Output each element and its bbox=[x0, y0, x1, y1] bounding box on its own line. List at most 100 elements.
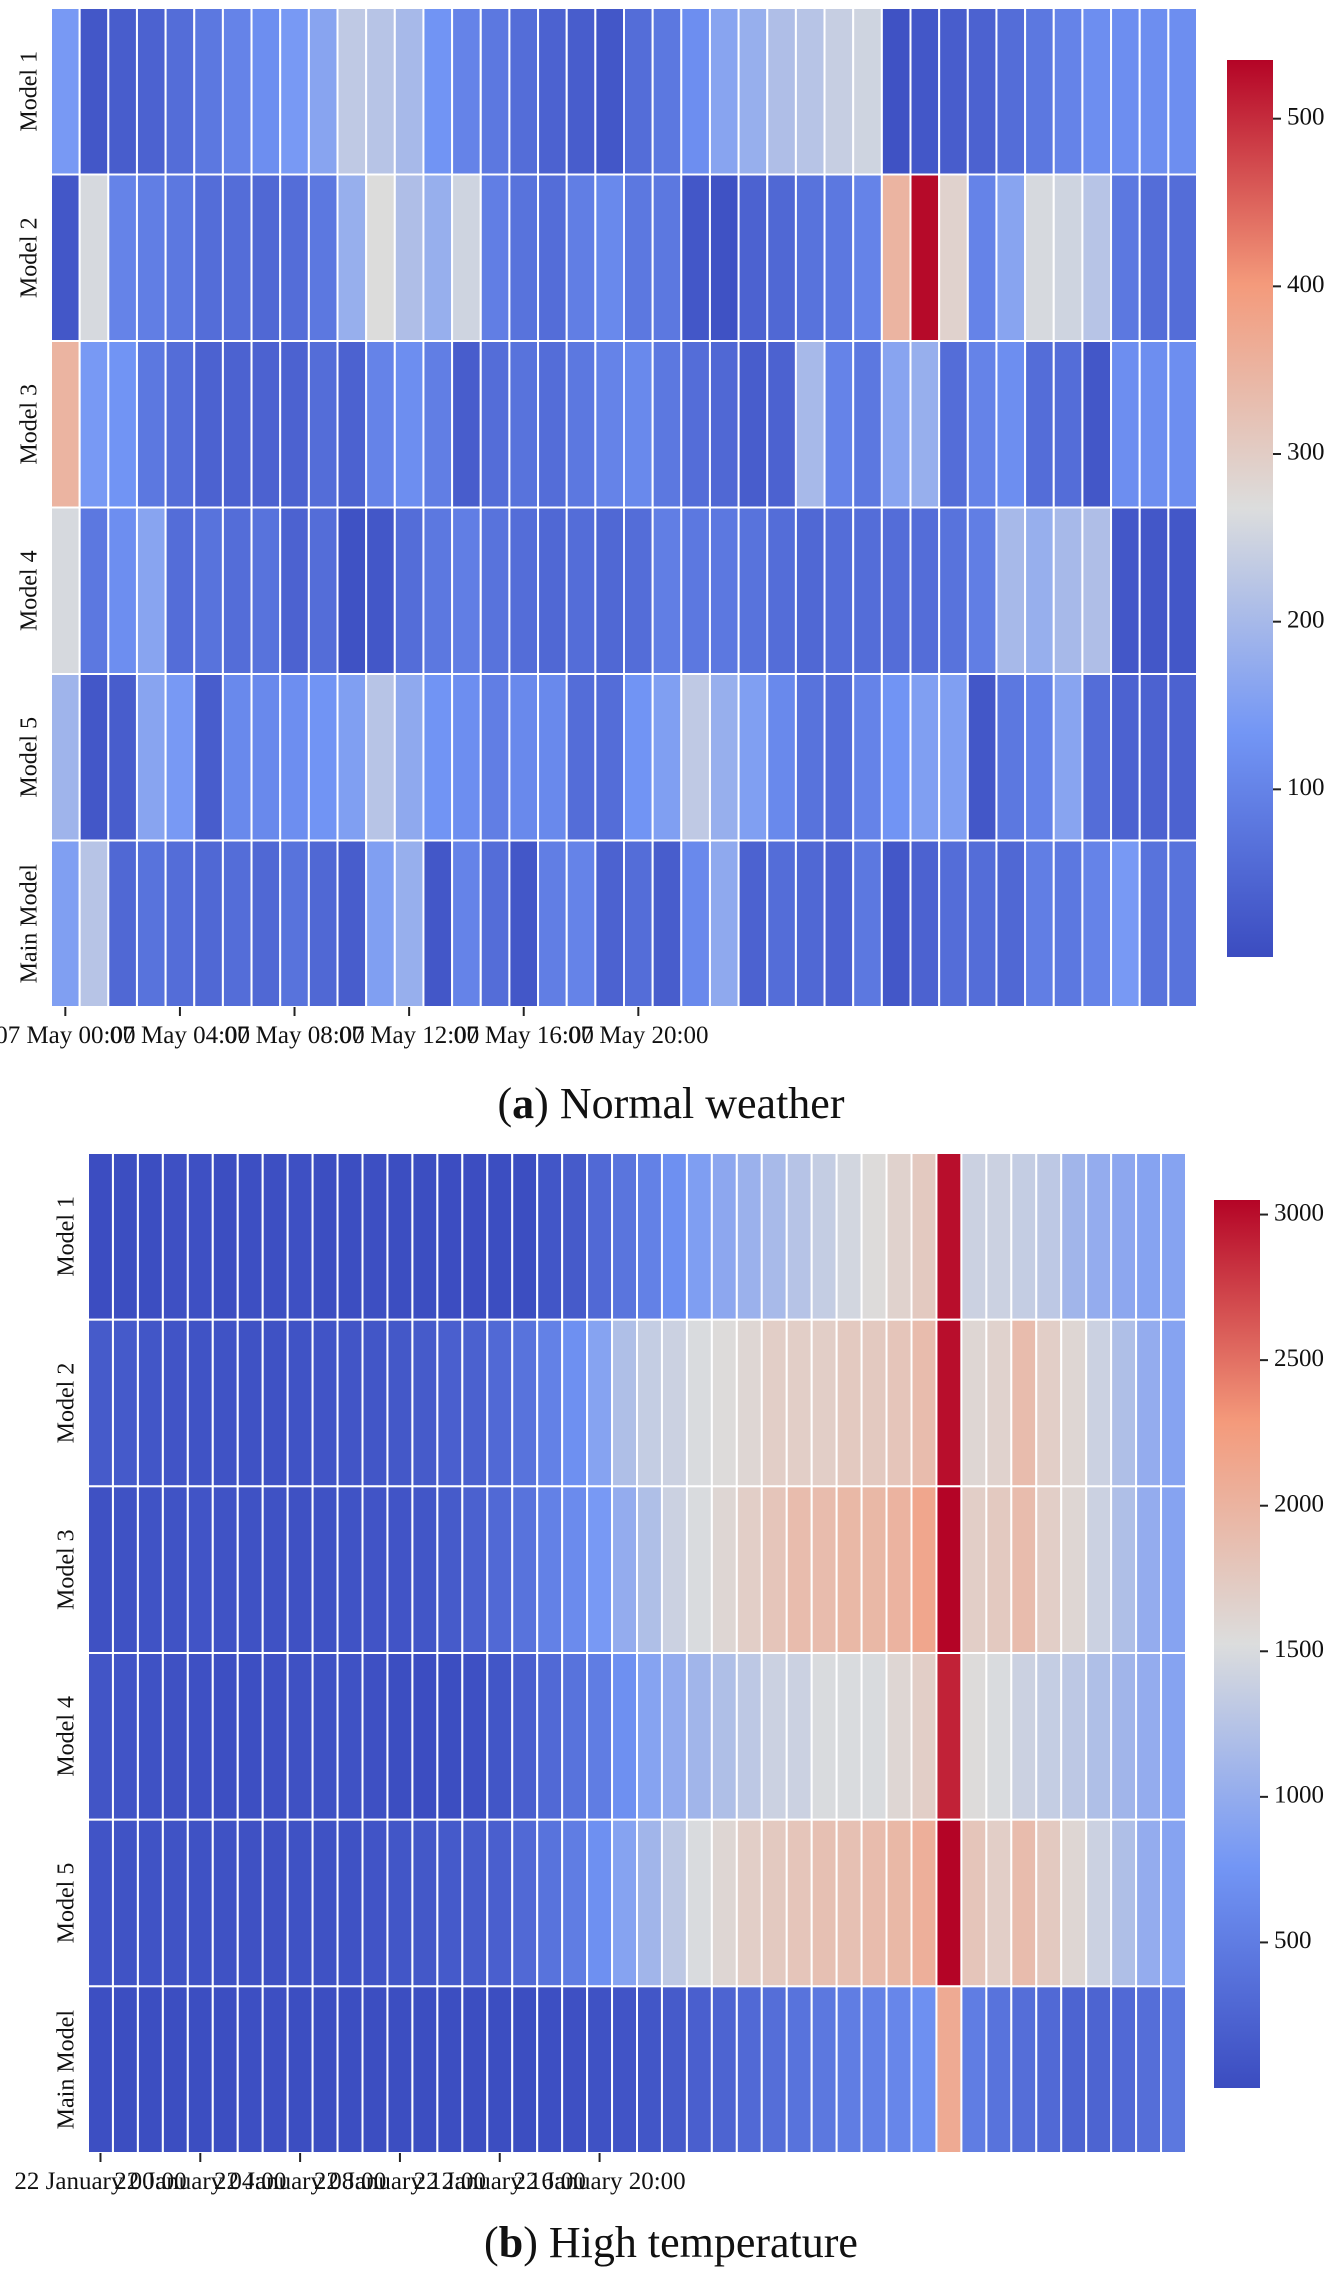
heatmap-cell bbox=[611, 1985, 638, 2154]
heatmap-cell bbox=[1138, 506, 1170, 675]
heatmap-cell bbox=[1138, 673, 1170, 842]
heatmap-cell bbox=[164, 7, 196, 176]
heatmap-cell bbox=[536, 1485, 564, 1654]
heatmap-cell bbox=[422, 839, 454, 1008]
heatmap-cell bbox=[135, 673, 167, 842]
heatmap-cell bbox=[1024, 340, 1055, 509]
heatmap-cell bbox=[1024, 673, 1055, 842]
colorbar-tick-label: 200 bbox=[1287, 606, 1325, 633]
heatmap-cell bbox=[966, 839, 998, 1008]
heatmap-cell bbox=[995, 839, 1027, 1008]
heatmap-cell bbox=[1110, 173, 1141, 342]
heatmap-cell bbox=[835, 1318, 863, 1488]
heatmap-cell bbox=[261, 1485, 289, 1654]
heatmap-cell bbox=[307, 173, 339, 342]
heatmap-cell bbox=[760, 1818, 788, 1988]
heatmap-cell bbox=[161, 1318, 189, 1488]
row-label: Model 4 bbox=[17, 550, 43, 631]
heatmap-cell bbox=[307, 673, 339, 842]
heatmap-cell bbox=[393, 839, 425, 1008]
heatmap-cell bbox=[623, 506, 654, 675]
heatmap-cell bbox=[211, 1818, 239, 1988]
heatmap-cell bbox=[508, 340, 540, 509]
heatmap-cell bbox=[1060, 1652, 1088, 1821]
heatmap-cell bbox=[594, 839, 625, 1008]
heatmap-cell bbox=[966, 173, 998, 342]
heatmap-cell bbox=[186, 1818, 214, 1988]
heatmap-cell bbox=[1167, 7, 1198, 176]
heatmap-cell bbox=[135, 506, 167, 675]
heatmap-cell bbox=[880, 839, 912, 1008]
colorbar-tick-label: 300 bbox=[1287, 439, 1325, 466]
heatmap-cell bbox=[461, 1652, 489, 1821]
colorbar-tick-label: 1500 bbox=[1274, 1636, 1324, 1663]
heatmap-cell bbox=[1110, 1152, 1138, 1321]
heatmap-cell bbox=[880, 673, 912, 842]
heatmap-cell bbox=[565, 173, 597, 342]
heatmap-cell bbox=[710, 1985, 738, 2154]
heatmap-cell bbox=[611, 1818, 638, 1988]
heatmap-cell bbox=[451, 673, 482, 842]
heatmap-cell bbox=[1167, 506, 1198, 675]
heatmap-cell bbox=[623, 7, 654, 176]
heatmap-cell bbox=[1085, 1818, 1113, 1988]
heatmap-cell bbox=[611, 1652, 638, 1821]
heatmap-cell bbox=[737, 7, 769, 176]
heatmap-cell bbox=[852, 340, 883, 509]
heatmap-panel-a: Model 1 Model 2 Model 3 Model 4 Model 5 Main … bbox=[0, 7, 1325, 1128]
heatmap-cell bbox=[261, 1818, 289, 1988]
heatmap-cell bbox=[835, 1985, 863, 2154]
heatmap-cell bbox=[1167, 340, 1198, 509]
row-label: Model 1 bbox=[17, 51, 43, 132]
caption-a-text: Normal weather bbox=[560, 1079, 845, 1128]
heatmap-cell bbox=[1160, 1818, 1188, 1988]
heatmap-cell bbox=[794, 673, 826, 842]
heatmap-cell bbox=[479, 673, 511, 842]
heatmap-cell bbox=[935, 1485, 963, 1654]
heatmap-cell bbox=[386, 1485, 414, 1654]
heatmap-cell bbox=[1010, 1985, 1038, 2154]
heatmap-cell bbox=[361, 1485, 389, 1654]
heatmap-cell bbox=[1110, 340, 1141, 509]
heatmap-cell bbox=[511, 1985, 539, 2154]
heatmap-cell bbox=[136, 1152, 164, 1321]
heatmap-cell bbox=[760, 1318, 788, 1488]
heatmap-cell bbox=[1160, 1652, 1188, 1821]
heatmap-cell bbox=[411, 1318, 439, 1488]
heatmap-cell bbox=[78, 7, 110, 176]
heatmap-cell bbox=[960, 1818, 988, 1988]
heatmap-cell bbox=[536, 1818, 564, 1988]
heatmap-cell bbox=[386, 1985, 414, 2154]
heatmap-cell bbox=[737, 173, 769, 342]
heatmap-cell bbox=[651, 673, 683, 842]
heatmap-cell bbox=[561, 1985, 589, 2154]
caption-a: (a) Normal weather bbox=[498, 1079, 845, 1128]
heatmap-cell bbox=[680, 839, 711, 1008]
heatmap-cell bbox=[910, 1652, 938, 1821]
heatmap-cell bbox=[422, 340, 454, 509]
heatmap-cell bbox=[1010, 1152, 1038, 1321]
heatmap-cell bbox=[1167, 173, 1198, 342]
heatmap-cell bbox=[735, 1985, 763, 2154]
heatmap-cell bbox=[737, 340, 769, 509]
heatmap-cell bbox=[365, 506, 396, 675]
heatmap-cell bbox=[735, 1318, 763, 1488]
heatmap-cell bbox=[561, 1152, 589, 1321]
heatmap-a-cells bbox=[50, 7, 1198, 1008]
heatmap-cell bbox=[411, 1152, 439, 1321]
heatmap-cell bbox=[422, 173, 454, 342]
heatmap-cell bbox=[586, 1818, 614, 1988]
heatmap-cell bbox=[960, 1485, 988, 1654]
heatmap-cell bbox=[87, 1818, 114, 1988]
heatmap-cell bbox=[236, 1818, 264, 1988]
heatmap-cell bbox=[537, 173, 568, 342]
heatmap-cell bbox=[261, 1652, 289, 1821]
heatmap-cell bbox=[135, 340, 167, 509]
heatmap-cell bbox=[1052, 340, 1084, 509]
heatmap-cell bbox=[411, 1818, 439, 1988]
heatmap-cell bbox=[760, 1152, 788, 1321]
heatmap-cell bbox=[1010, 1652, 1038, 1821]
x-tick-label: 22 January 00:00 bbox=[14, 2168, 186, 2195]
heatmap-cell bbox=[193, 340, 224, 509]
